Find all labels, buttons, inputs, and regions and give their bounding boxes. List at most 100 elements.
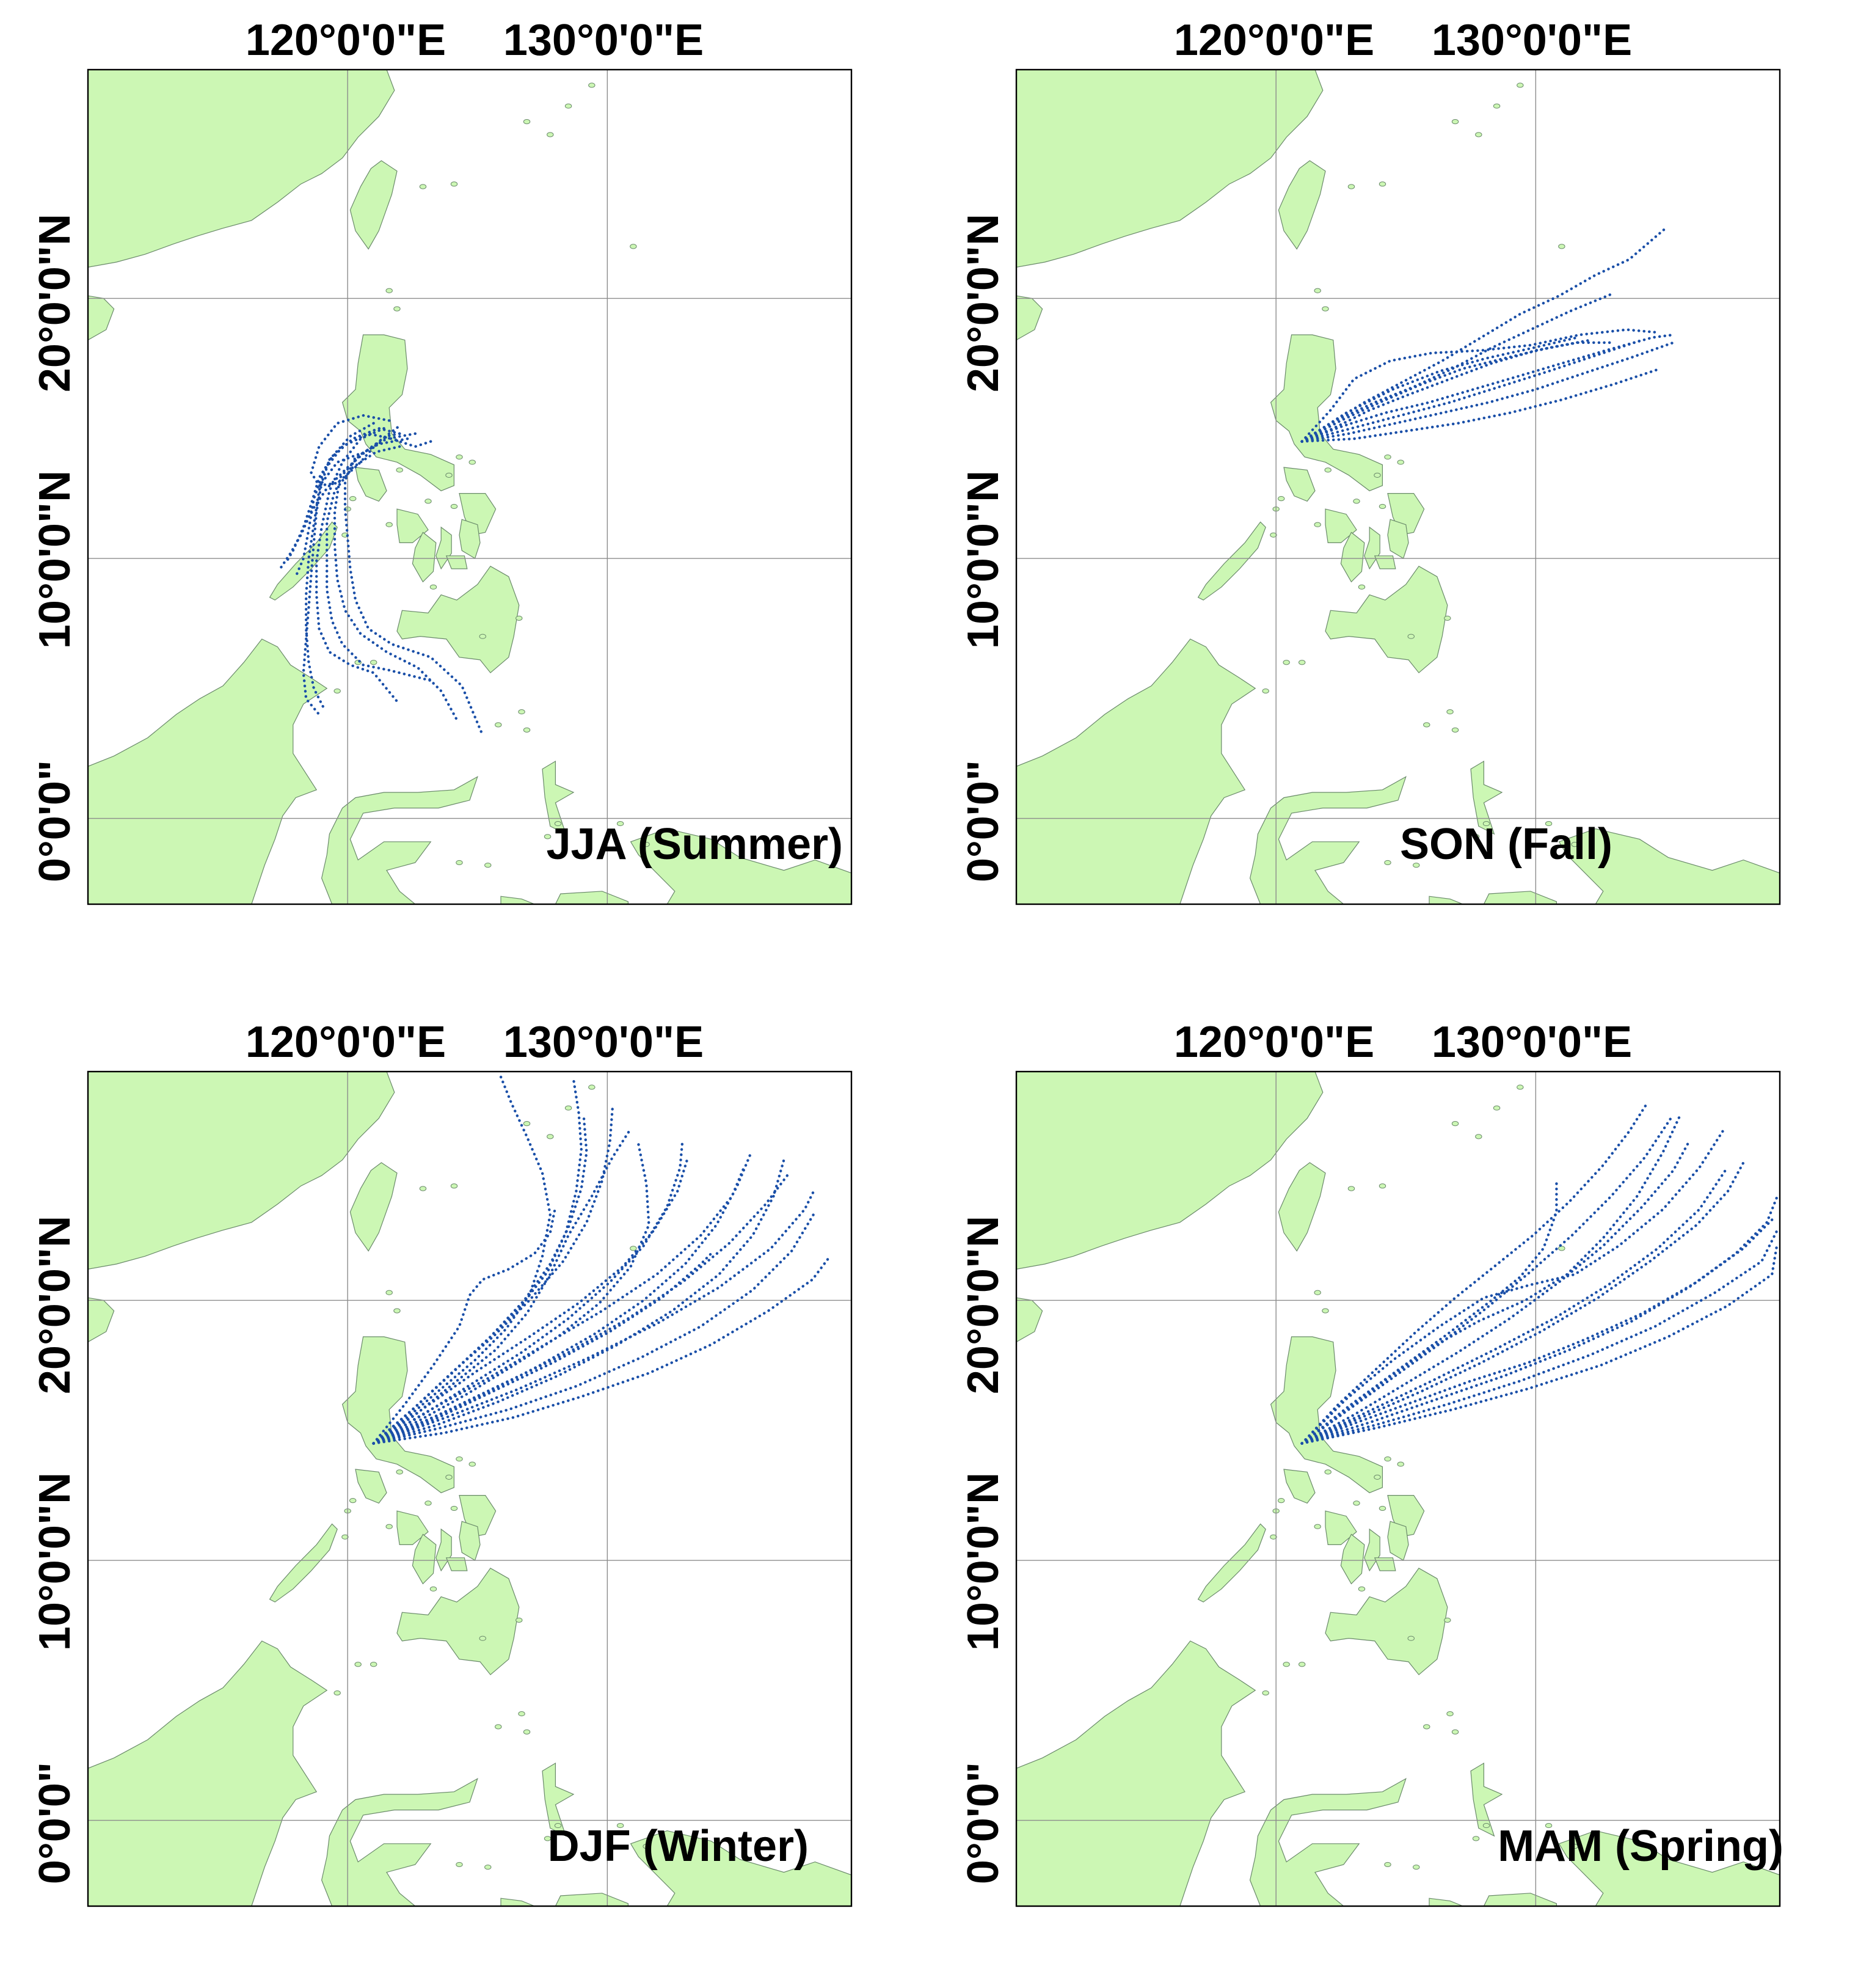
islet: [1384, 454, 1391, 460]
islet: [554, 820, 562, 827]
islet: [564, 103, 572, 109]
islet: [429, 1586, 437, 1591]
islet: [1482, 820, 1490, 827]
land-negros: [1340, 532, 1365, 583]
islet: [516, 1617, 523, 1623]
trajectory-winter-12: [372, 1187, 817, 1445]
islet: [1545, 820, 1553, 827]
lon-label-120: 120°0'0"E: [1174, 1018, 1374, 1067]
islet: [1298, 660, 1306, 665]
islet: [1347, 1186, 1355, 1191]
land-hainan: [88, 1297, 115, 1343]
trajectory-winter-5: [372, 1158, 785, 1445]
islet: [1384, 1862, 1391, 1868]
islet: [419, 184, 427, 189]
islet: [456, 1862, 463, 1868]
islet: [1397, 459, 1404, 465]
land-mindanao: [396, 566, 520, 674]
land-negros: [412, 1533, 437, 1585]
lat-label-20: 20°0'0"N: [31, 214, 79, 392]
season-label-winter: DJF (Winter): [548, 1822, 809, 1871]
land-china: [88, 70, 395, 268]
land-taiwan: [349, 1162, 398, 1252]
islet: [396, 1469, 403, 1475]
islet: [1262, 1690, 1269, 1696]
islet: [547, 1134, 554, 1139]
land-sulawesi: [1249, 1778, 1407, 1906]
trajectory-summer-10: [302, 453, 360, 716]
land-seram: [555, 891, 629, 904]
islet: [1571, 1844, 1578, 1849]
islet: [1322, 306, 1329, 312]
islet: [396, 467, 403, 473]
map-panel-summer: 120°0'0"E 130°0'0"E 20°0'0"N 10°0'0"N 0°…: [0, 0, 904, 965]
land-bohol: [1374, 555, 1396, 569]
land-bohol: [445, 555, 468, 569]
land-layer: [88, 70, 851, 904]
islet: [1358, 1586, 1366, 1591]
trajectory-fall-3: [1300, 328, 1657, 443]
islet: [1571, 842, 1578, 847]
islet: [1314, 1290, 1321, 1295]
land-borneo: [88, 638, 328, 904]
islet: [523, 727, 531, 733]
islet: [424, 499, 432, 504]
islet: [523, 119, 531, 125]
islet: [518, 1711, 525, 1717]
land-seram: [1483, 1893, 1557, 1906]
trajectory-summer-2: [284, 426, 401, 565]
trajectory-winter-14: [372, 1142, 650, 1445]
trajectory-summer-7: [315, 427, 399, 703]
islet: [1558, 1246, 1565, 1251]
map-frame: [1015, 68, 1781, 905]
lon-label-120: 120°0'0"E: [246, 16, 446, 65]
land-negros: [1340, 1533, 1365, 1585]
land-sulawesi: [1249, 776, 1407, 904]
land-hainan: [1016, 1297, 1043, 1343]
islet: [544, 834, 552, 839]
islet: [1444, 615, 1451, 621]
islet: [333, 1690, 341, 1696]
islet: [479, 1635, 486, 1641]
trajectory-spring-2: [1300, 1140, 1691, 1445]
land-taiwan: [1278, 1162, 1326, 1252]
lat-label-20: 20°0'0"N: [31, 1216, 79, 1394]
islet: [1379, 503, 1386, 510]
islet: [484, 1865, 492, 1870]
islet: [616, 1822, 624, 1829]
lat-label-10: 10°0'0"N: [959, 470, 1008, 649]
islet: [1493, 1105, 1501, 1111]
lon-label-120: 120°0'0"E: [246, 1018, 446, 1067]
islet: [468, 1461, 476, 1467]
trajectory-layer: [1300, 1101, 1779, 1445]
lon-label-120: 120°0'0"E: [1174, 16, 1374, 65]
season-label-spring: MAM (Spring): [1498, 1822, 1783, 1871]
islet: [450, 1183, 458, 1189]
land-taiwan: [1278, 160, 1326, 250]
land-halmahera: [542, 760, 575, 835]
islet: [1413, 863, 1420, 868]
land-panay: [396, 1510, 429, 1546]
map-frame: [87, 68, 853, 905]
trajectory-fall-8: [1300, 336, 1579, 443]
islet: [1407, 634, 1415, 639]
land-negros: [412, 532, 437, 583]
trajectory-spring-10: [1300, 1130, 1724, 1445]
islet: [588, 82, 596, 88]
islet: [424, 1500, 432, 1506]
trajectory-spring-7: [1300, 1101, 1649, 1445]
grid-layer: [1016, 1072, 1780, 1906]
islet: [1379, 1505, 1386, 1511]
lon-label-130: 130°0'0"E: [503, 1018, 704, 1067]
trajectory-fall-9: [1300, 367, 1662, 443]
trajectory-spring-12: [1300, 1229, 1779, 1445]
islet: [1298, 1662, 1306, 1667]
islet: [1374, 1474, 1381, 1480]
land-halmahera: [542, 1762, 575, 1837]
trajectory-winter-16: [372, 1117, 588, 1445]
islet: [385, 1290, 393, 1295]
islet: [544, 1836, 552, 1841]
islet: [370, 1662, 377, 1667]
lat-label-0: 0°0'0": [959, 760, 1008, 882]
islet: [1322, 1308, 1329, 1314]
